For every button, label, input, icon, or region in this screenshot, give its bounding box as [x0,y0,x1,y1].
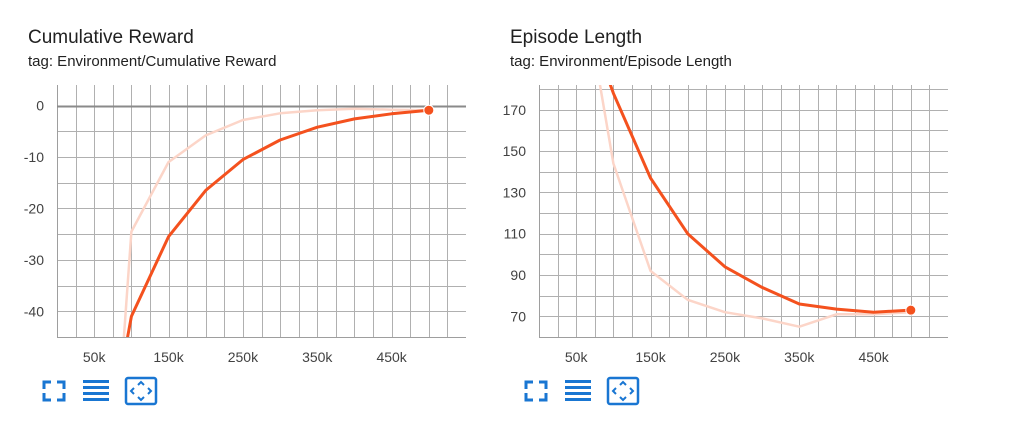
tick-labels: 50k 150k 250k 350k 450k 70 90 110 130 150 170 [503,102,890,365]
fit-domain-icon [124,376,158,406]
y-tick-label: 170 [503,102,527,118]
chart-title: Episode Length [510,27,643,48]
y-tick-label: -20 [24,200,44,216]
tick-labels: 50k 150k 250k 350k 450k 0 -10 -20 -30 -40 [24,98,408,365]
last-point-marker [423,104,435,116]
grid [57,85,466,337]
fullscreen-button[interactable] [38,376,70,406]
raw-series-line [122,107,431,337]
chart-tag: tag: Environment/Cumulative Reward [28,53,277,70]
fullscreen-icon [524,380,548,402]
y-tick-label: 130 [503,184,527,200]
series-group [598,85,913,328]
y-tick-label: 150 [503,143,527,159]
y-tick-label: 110 [504,226,527,242]
toggle-data-table-button[interactable] [80,376,112,406]
x-tick-label: 50k [565,349,589,365]
y-tick-label: 0 [36,98,44,114]
fit-domain-button[interactable] [606,376,640,406]
data-table-icon [83,380,109,401]
y-tick-label: 90 [510,267,526,283]
fit-domain-button[interactable] [124,376,158,406]
y-tick-label: 70 [510,308,526,324]
chart-plot[interactable]: 50k 150k 250k 350k 450k 0 -10 -20 -30 -40 [0,0,510,380]
data-table-icon [565,380,591,401]
chart-card-cumulative-reward: Cumulative Reward tag: Environment/Cumul… [24,0,508,425]
chart-tag: tag: Environment/Episode Length [510,53,732,70]
x-tick-label: 450k [858,349,889,365]
series-group [122,107,431,337]
x-tick-label: 150k [635,349,666,365]
smoothed-series-line [608,85,913,314]
x-tick-label: 450k [376,349,407,365]
x-tick-label: 350k [784,349,815,365]
y-tick-label: -30 [24,252,44,268]
raw-series-line [598,85,913,328]
x-tick-label: 150k [153,349,184,365]
x-tick-label: 250k [228,349,259,365]
axes [539,85,948,338]
fullscreen-button[interactable] [520,376,552,406]
last-point-marker [905,304,917,316]
x-tick-label: 250k [710,349,741,365]
fit-domain-icon [606,376,640,406]
chart-title: Cumulative Reward [28,27,194,48]
smoothed-series-line [126,108,431,337]
y-tick-label: -10 [24,149,44,165]
chart-plot[interactable]: 50k 150k 250k 350k 450k 70 90 110 130 150 170 [482,0,992,380]
chart-card-episode-length: Episode Length tag: Environment/Episode … [503,0,990,425]
fullscreen-icon [42,380,66,402]
grid [539,85,948,337]
axes [57,85,466,338]
y-tick-label: -40 [24,303,44,319]
x-tick-label: 50k [83,349,107,365]
x-tick-label: 350k [302,349,333,365]
toggle-data-table-button[interactable] [562,376,594,406]
